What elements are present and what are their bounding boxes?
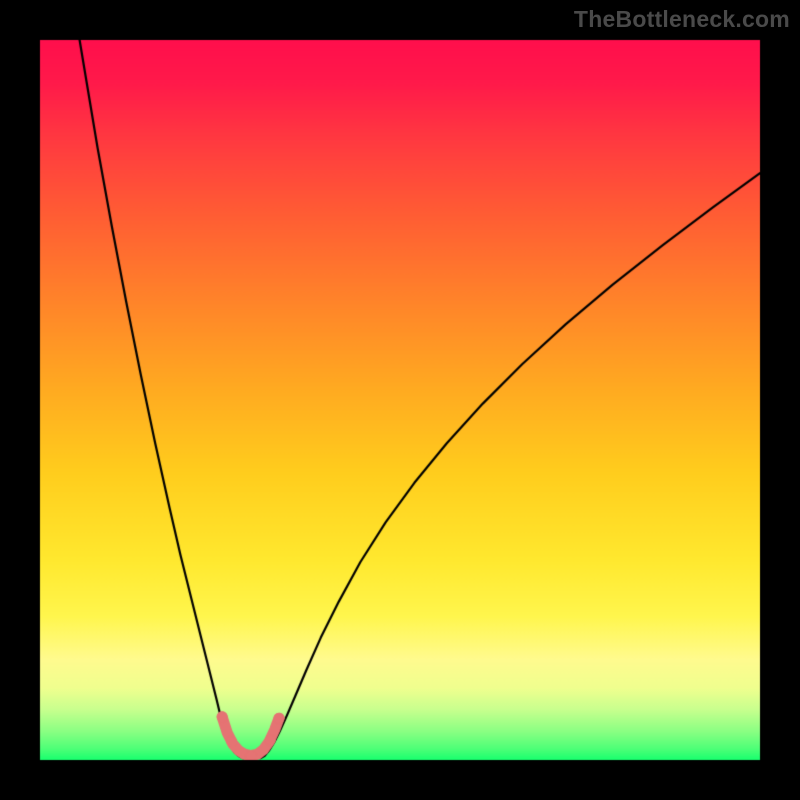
chart-canvas <box>0 0 800 800</box>
watermark-text: TheBottleneck.com <box>574 6 790 33</box>
chart-root: TheBottleneck.com <box>0 0 800 800</box>
